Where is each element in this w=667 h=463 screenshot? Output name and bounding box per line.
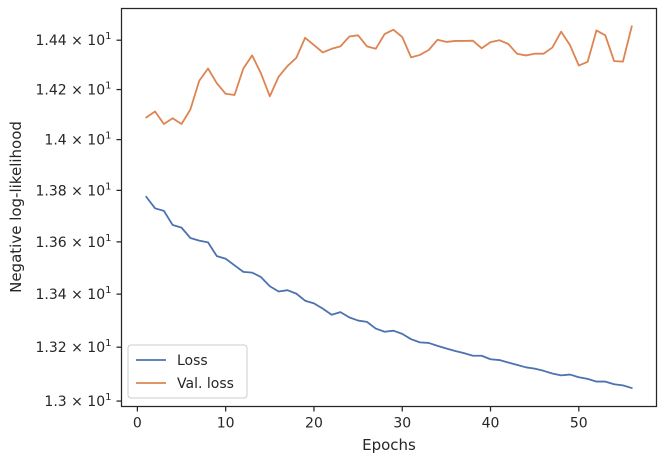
x-axis-ticks: 0 10 20 30 40 50 <box>133 406 588 432</box>
plot-lines <box>145 25 633 389</box>
legend-box <box>127 344 248 399</box>
y-tick-label: 1.42 × 101 <box>36 81 112 99</box>
legend-label-loss: Loss <box>177 353 208 369</box>
x-axis-label: Epochs <box>362 436 416 454</box>
x-tick-label: 10 <box>217 416 235 432</box>
y-tick-label: 1.3 × 101 <box>44 392 111 410</box>
x-tick-label: 0 <box>133 416 142 432</box>
y-axis-label: Negative log-likelihood <box>7 121 25 293</box>
series-line-loss <box>145 195 633 389</box>
y-tick-label: 1.36 × 101 <box>36 233 112 251</box>
series-line-val-loss <box>145 25 633 125</box>
y-tick-label: 1.34 × 101 <box>36 285 112 303</box>
y-tick-label: 1.32 × 101 <box>36 338 112 356</box>
x-tick-label: 40 <box>482 416 500 432</box>
y-axis-ticks: 1.3 × 101 1.32 × 101 1.34 × 101 1.36 × 101 1… <box>36 31 122 410</box>
legend: Loss Val. loss <box>127 344 248 399</box>
plot-frame <box>120 7 658 408</box>
y-tick-label: 1.38 × 101 <box>36 181 112 199</box>
x-tick-label: 50 <box>570 416 588 432</box>
x-tick-label: 20 <box>305 416 323 432</box>
y-tick-label: 1.4 × 101 <box>44 131 111 149</box>
y-tick-label: 1.44 × 101 <box>36 31 112 49</box>
x-tick-label: 30 <box>393 416 411 432</box>
legend-label-val-loss: Val. loss <box>177 376 234 392</box>
